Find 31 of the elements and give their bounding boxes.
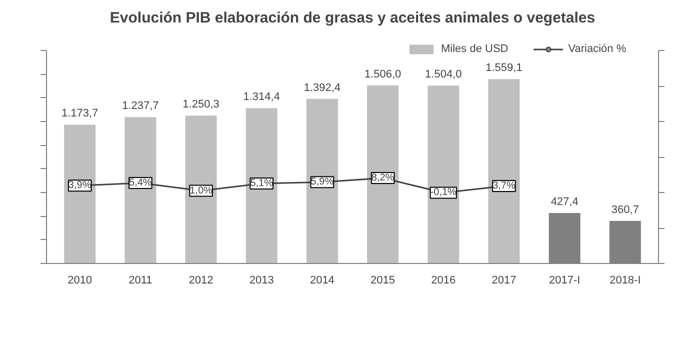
- bar: [185, 116, 217, 264]
- data-label: 1.392,4: [304, 82, 341, 94]
- x-tick-label: 2017: [492, 274, 516, 286]
- bar: [488, 79, 520, 264]
- chart-title: Evolución PIB elaboración de grasas y aceites animales o vegetales: [110, 10, 596, 26]
- data-label: 1.559,1: [486, 62, 522, 74]
- bar: [124, 117, 156, 264]
- data-label: 1.504,0: [425, 68, 462, 81]
- x-tick-label: 2013: [249, 274, 274, 286]
- data-label: 1.314,4: [243, 91, 280, 104]
- legend-label: Variación %: [568, 43, 626, 55]
- x-tick-label: 2015: [370, 274, 396, 286]
- bar: [367, 85, 399, 264]
- x-tick-label: 2017-I: [548, 274, 580, 286]
- data-label: 1.506,0: [364, 68, 402, 80]
- data-label: 1.237,7: [122, 100, 159, 112]
- x-tick-label: 2012: [188, 274, 214, 286]
- x-tick-label: 2010: [68, 274, 92, 286]
- x-tick-label: 2018-I: [610, 274, 641, 286]
- x-tick-label: 2011: [128, 274, 152, 286]
- data-label: 1.250,3: [182, 98, 220, 111]
- bar: [246, 108, 278, 264]
- x-tick-label: 2016: [431, 274, 456, 286]
- bar: [306, 98, 338, 264]
- legend-label: Miles de USD: [441, 43, 508, 55]
- data-label: 360,7: [611, 204, 639, 216]
- data-label: 1.173,7: [61, 108, 98, 120]
- x-tick-label: 2014: [310, 274, 334, 286]
- bar: [428, 86, 460, 264]
- bar: [64, 124, 96, 264]
- data-label: 427,4: [550, 196, 578, 208]
